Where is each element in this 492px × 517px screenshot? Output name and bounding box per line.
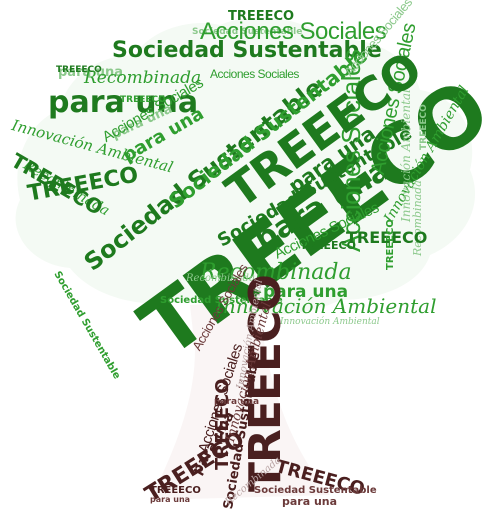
- word-treeeco-small: TREEECO: [228, 9, 295, 24]
- word-treeeco-small: TREEECO: [419, 104, 429, 150]
- word-innovacion-ambiental: Innovación Ambiental: [399, 89, 413, 222]
- word-recombinada: Recombinada: [84, 68, 202, 88]
- word-recombinada: Recombinada: [200, 260, 352, 285]
- word-innovacion-ambiental: Innovación Ambiental: [280, 317, 380, 327]
- word-sociedad-sustentable: Sociedad Sustentable: [160, 295, 283, 306]
- tree-trunk-shape: [150, 300, 330, 500]
- word-recombinada: Recombinada: [186, 273, 255, 284]
- word-para-una-trunk: para una: [150, 495, 191, 504]
- word-para-una: para una: [58, 65, 124, 80]
- word-sociedad-sustentable: Sociedad Sustentable: [112, 38, 382, 63]
- word-treeeco-small: TREEECO: [385, 219, 396, 270]
- word-acciones-sociales: Acciones Sociales: [200, 18, 387, 45]
- word-treeeco-small: TREEECO: [56, 65, 102, 75]
- word-para-una-trunk: para una: [214, 397, 260, 407]
- word-sociedad-trunk: Sociedad Sustentable: [254, 485, 377, 496]
- word-treeeco-trunk: TREEECO: [150, 485, 201, 496]
- word-treeeco-small: TREEECO: [120, 95, 166, 105]
- word-acciones-sociales: Acciones Sociales: [210, 67, 299, 81]
- tree-canopy-shape: [15, 17, 476, 316]
- word-treeeco-small: TREEECO: [346, 228, 428, 247]
- word-para-una: para una: [263, 282, 349, 302]
- word-sociedad-sustentable: Sociedad Sustentable: [192, 27, 303, 37]
- word-para-una: para una: [48, 85, 199, 120]
- word-treeeco-small: TREEECO: [300, 239, 356, 252]
- word-para-una-trunk: para una: [282, 495, 338, 508]
- word-innovacion-ambiental: Innovación Ambiental: [215, 294, 437, 318]
